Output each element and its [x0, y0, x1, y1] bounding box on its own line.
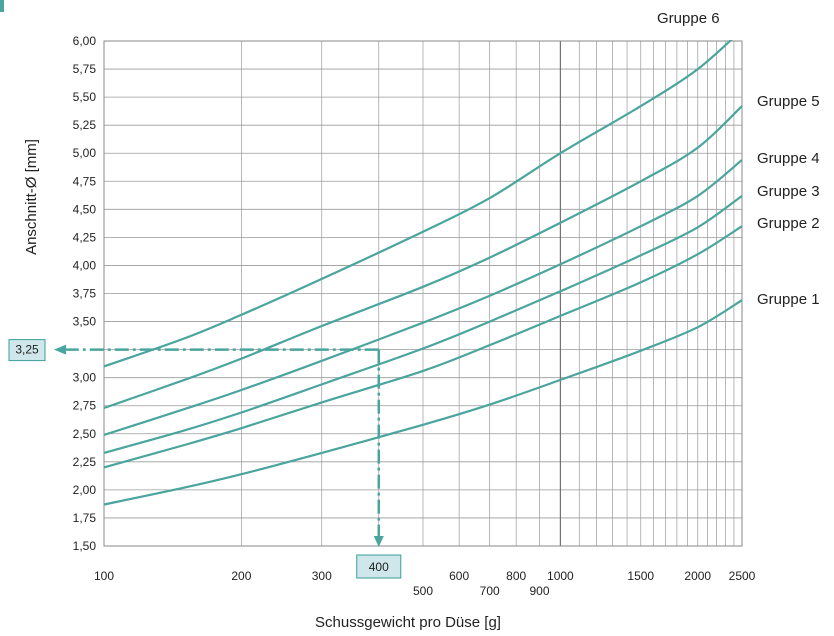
- y-tick-label: 3,00: [73, 371, 97, 385]
- y-axis-ticks: 1,50 1,75 2,00 2,25 2,50 2,75 3,00 3,50 3,75 4,00…: [73, 34, 97, 553]
- x-tick-label: 600: [449, 569, 469, 583]
- example-y-callout-label: 3,25: [15, 343, 39, 357]
- series-line: [104, 195, 742, 454]
- y-tick-label: 3,50: [73, 315, 97, 329]
- y-tick-label: 6,00: [73, 34, 97, 48]
- x-tick-label: 2500: [729, 569, 756, 583]
- y-tick-label: 5,75: [73, 62, 97, 76]
- chart-grid: [103, 40, 743, 547]
- series-label-gruppe-4: Gruppe 4: [757, 150, 820, 167]
- x-tick-label: 800: [506, 569, 526, 583]
- y-tick-label: 2,50: [73, 427, 97, 441]
- y-tick-label: 4,50: [73, 202, 97, 216]
- x-tick-label: 2000: [684, 569, 711, 583]
- series-label-gruppe-2: Gruppe 2: [757, 215, 820, 232]
- x-axis-title: Schussgewicht pro Düse [g]: [315, 614, 501, 631]
- series-line: [104, 225, 742, 469]
- y-tick-label: 1,75: [73, 511, 97, 525]
- series-line: [104, 299, 742, 506]
- series-label-gruppe-1: Gruppe 1: [757, 291, 820, 308]
- example-y-callout-box: [8, 339, 46, 362]
- y-axis-title: Anschnitt-Ø [mm]: [23, 139, 40, 255]
- x-tick-label: 700: [480, 584, 500, 598]
- y-tick-label: 5,25: [73, 118, 97, 132]
- series-lines: [104, 40, 742, 506]
- y-tick-label: 1,50: [73, 539, 97, 553]
- y-tick-label: 4,25: [73, 230, 97, 244]
- y-tick-label: 5,00: [73, 146, 97, 160]
- x-axis-ticks: 100 200 300 600 800 1000 1500 2000 2500 500 700 900: [94, 569, 756, 598]
- x-tick-label: 300: [312, 569, 332, 583]
- x-tick-label: 500: [413, 584, 433, 598]
- y-tick-label: 2,75: [73, 399, 97, 413]
- series-line: [104, 159, 742, 436]
- series-labels: Gruppe 1 Gruppe 2 Gruppe 3 Gruppe 4 Gruppe 5…: [657, 10, 820, 308]
- y-tick-label: 2,00: [73, 483, 97, 497]
- series-line: [104, 105, 742, 410]
- example-x-callout-label: 400: [369, 560, 389, 574]
- corner-accent-mark: [0, 0, 4, 12]
- series-label-gruppe-5: Gruppe 5: [757, 93, 820, 110]
- y-tick-label: 3,75: [73, 287, 97, 301]
- y-tick-label: 2,25: [73, 455, 97, 469]
- y-tick-label: 4,00: [73, 258, 97, 272]
- plot-frame: [103, 40, 743, 547]
- series-line: [104, 40, 733, 368]
- series-label-gruppe-3: Gruppe 3: [757, 183, 820, 200]
- example-x-callout-box: [356, 554, 402, 579]
- x-tick-label: 1000: [547, 569, 574, 583]
- example-guide: 3,25 400: [8, 339, 402, 579]
- x-tick-label: 200: [231, 569, 251, 583]
- example-arrowhead-left: [54, 344, 66, 355]
- y-tick-label: 4,75: [73, 174, 97, 188]
- x-tick-label: 1500: [627, 569, 654, 583]
- example-arrowhead-down: [373, 536, 384, 547]
- y-tick-label: 5,50: [73, 90, 97, 104]
- x-tick-label: 100: [94, 569, 114, 583]
- x-tick-label: 900: [529, 584, 549, 598]
- series-label-gruppe-6: Gruppe 6: [657, 10, 720, 27]
